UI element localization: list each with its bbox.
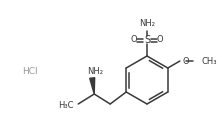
- Text: NH₂: NH₂: [139, 19, 155, 28]
- Polygon shape: [90, 78, 95, 94]
- Text: S: S: [144, 35, 150, 45]
- Text: HCl: HCl: [22, 68, 38, 77]
- Text: O: O: [157, 36, 163, 45]
- Text: O: O: [183, 57, 190, 65]
- Text: H₃C: H₃C: [58, 102, 74, 111]
- Text: NH₂: NH₂: [87, 67, 103, 75]
- Text: O: O: [131, 36, 137, 45]
- Text: CH₃: CH₃: [202, 57, 217, 65]
